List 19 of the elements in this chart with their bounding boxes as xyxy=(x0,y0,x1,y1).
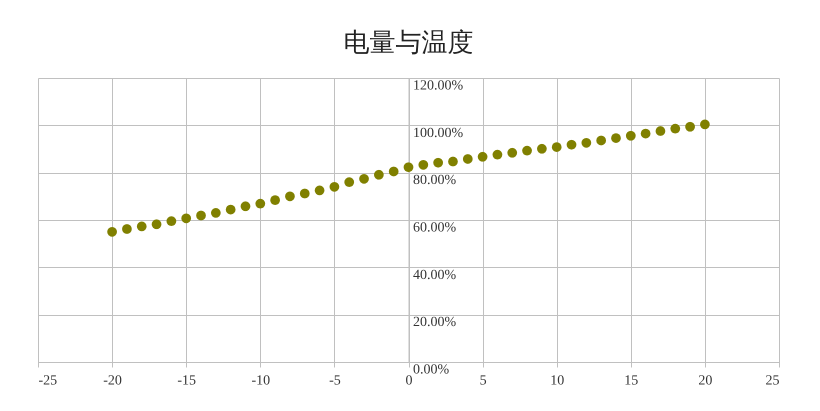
x-tick-label: -5 xyxy=(329,374,341,388)
y-tick-label: 100.00% xyxy=(413,126,464,141)
y-tick-label: 40.00% xyxy=(413,268,456,283)
x-tick-label: 25 xyxy=(766,374,780,388)
y-tick-label: 120.00% xyxy=(413,78,464,94)
x-tick-label: -20 xyxy=(103,374,122,388)
x-tick-label: 20 xyxy=(698,374,712,388)
x-tick-label: -10 xyxy=(251,374,270,388)
y-tick-label: 20.00% xyxy=(413,315,456,330)
y-tick-label: 60.00% xyxy=(413,220,456,236)
x-tick-label: 15 xyxy=(624,374,638,388)
x-tick-label: 0 xyxy=(406,374,412,388)
x-tick-label: -25 xyxy=(38,374,58,388)
x-tick-label: -15 xyxy=(177,374,196,388)
chart-title: 电量与温度 xyxy=(344,28,474,58)
y-tick-label: 0.00% xyxy=(413,362,450,378)
x-tick-label: 5 xyxy=(480,374,487,388)
x-tick-label: 10 xyxy=(550,374,564,388)
y-tick-label: 80.00% xyxy=(413,173,456,188)
